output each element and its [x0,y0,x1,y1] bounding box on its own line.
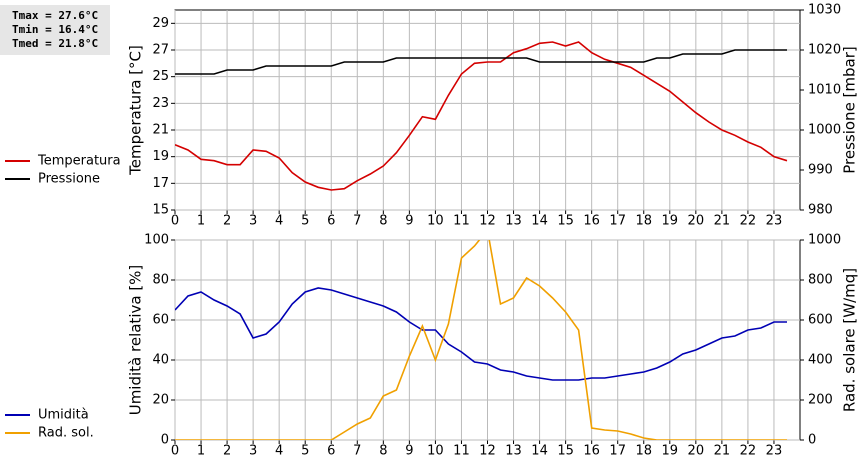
x-tick-label: 2 [223,214,231,229]
y2-tick-label: 200 [808,393,833,408]
x-tick-label: 3 [249,214,257,229]
plot-lines [175,41,788,191]
stat-text: Tmax = 27.6°C [12,9,98,22]
x-tick-label: 0 [171,214,179,229]
y-tick-label: 25 [152,69,169,84]
y2-axis-label: Pressione [mbar] [841,46,859,174]
x-tick-label: 8 [379,444,387,459]
x-tick-label: 2 [223,444,231,459]
x-tick-label: 19 [662,214,679,229]
x-tick-label: 7 [353,444,361,459]
y2-tick-label: 400 [808,353,833,368]
y2-tick-label: 980 [808,203,833,218]
stats-box [0,5,110,55]
x-tick-label: 14 [531,444,548,459]
x-tick-label: 21 [714,214,731,229]
series-line [175,287,787,381]
y-tick-label: 60 [152,313,169,328]
x-tick-label: 17 [609,214,626,229]
x-tick-label: 16 [583,214,600,229]
x-tick-label: 14 [531,214,548,229]
x-tick-label: 22 [740,444,757,459]
x-tick-label: 6 [327,214,335,229]
x-tick-label: 18 [635,444,652,459]
y2-tick-label: 1020 [808,43,841,58]
x-tick-label: 15 [557,444,574,459]
x-tick-label: 1 [197,214,205,229]
x-tick-label: 8 [379,214,387,229]
plot-lines [175,240,787,440]
y2-tick-label: 1010 [808,83,841,98]
y-tick-label: 100 [144,233,169,248]
x-tick-label: 15 [557,214,574,229]
x-tick-label: 22 [740,214,757,229]
y-tick-label: 29 [152,16,169,31]
y2-tick-label: 0 [808,433,816,448]
x-tick-label: 13 [505,214,522,229]
y-tick-label: 17 [152,176,169,191]
x-tick-label: 5 [301,214,309,229]
x-tick-label: 16 [583,444,600,459]
x-tick-label: 9 [405,444,413,459]
y-axis-label: Umidità relativa [%] [127,265,145,416]
y2-tick-label: 1000 [808,233,841,248]
stat-text: Tmin = 16.4°C [12,23,98,36]
x-tick-label: 5 [301,444,309,459]
y-tick-label: 21 [152,123,169,138]
x-tick-label: 10 [427,444,444,459]
x-tick-label: 20 [688,444,705,459]
x-tick-label: 18 [635,214,652,229]
x-tick-label: 1 [197,444,205,459]
x-tick-label: 7 [353,214,361,229]
x-tick-label: 4 [275,214,283,229]
y2-axis-label: Rad. solare [W/mq] [841,268,859,412]
x-tick-label: 23 [766,444,783,459]
x-tick-label: 4 [275,444,283,459]
x-tick-label: 21 [714,444,731,459]
x-tick-label: 19 [662,444,679,459]
x-tick-label: 3 [249,444,257,459]
x-tick-label: 12 [479,444,496,459]
x-tick-label: 11 [453,444,470,459]
stat-text: Tmed = 21.8°C [12,37,98,50]
y2-tick-label: 600 [808,313,833,328]
y-tick-label: 0 [161,433,169,448]
x-tick-label: 23 [766,214,783,229]
x-tick-label: 9 [405,214,413,229]
y-tick-label: 23 [152,96,169,111]
legend-label: Temperatura [37,154,121,169]
x-tick-label: 13 [505,444,522,459]
y2-tick-label: 1030 [808,3,841,18]
x-tick-label: 10 [427,214,444,229]
series-line [175,49,787,75]
legend-label: Rad. sol. [38,426,94,441]
y-tick-label: 15 [152,203,169,218]
x-tick-label: 20 [688,214,705,229]
x-tick-label: 12 [479,214,496,229]
legend-label: Umidità [38,408,89,423]
x-tick-label: 0 [171,444,179,459]
y-axis-label: Temperatura [°C] [127,45,145,176]
x-tick-label: 11 [453,214,470,229]
y-tick-label: 19 [152,149,169,164]
y-tick-label: 27 [152,43,169,58]
y2-tick-label: 1000 [808,123,841,138]
y-tick-label: 80 [152,273,169,288]
series-line [175,41,788,191]
y-tick-label: 20 [152,393,169,408]
x-tick-label: 6 [327,444,335,459]
x-tick-label: 17 [609,444,626,459]
legend-label: Pressione [38,172,100,187]
y-tick-label: 40 [152,353,169,368]
y2-tick-label: 990 [808,163,833,178]
y2-tick-label: 800 [808,273,833,288]
